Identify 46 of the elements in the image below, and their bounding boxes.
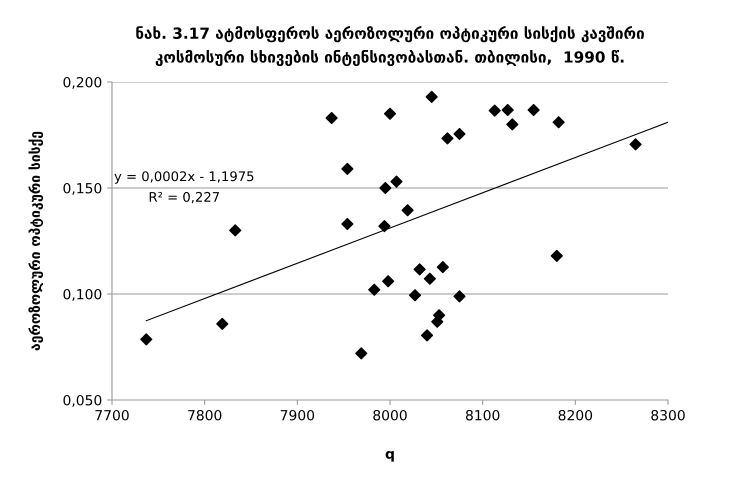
x-tick-label: 7900 <box>280 410 314 420</box>
y-tick-label: 0,150 <box>63 182 102 195</box>
point <box>384 108 396 120</box>
y-axis-title: აეროზოლური ოპტიკური სისქე <box>28 132 44 350</box>
x-tick-label: 8100 <box>466 410 500 420</box>
point <box>488 104 501 117</box>
x-tick-label: 8200 <box>558 410 592 420</box>
point <box>420 329 434 342</box>
point <box>426 90 438 103</box>
point <box>390 176 403 188</box>
point <box>341 218 354 230</box>
point <box>326 112 338 124</box>
point <box>382 275 394 288</box>
x-tick-label: 8000 <box>373 410 407 420</box>
point <box>506 118 518 130</box>
point <box>378 220 391 232</box>
point <box>453 290 466 302</box>
point <box>368 284 380 296</box>
annotation: R² = 0,227 <box>150 192 219 204</box>
y-tick-label: 0,200 <box>63 76 102 89</box>
point <box>229 224 242 236</box>
point <box>441 132 454 144</box>
point <box>629 138 642 150</box>
y-tick-label: 0,050 <box>63 394 102 407</box>
point <box>550 250 563 262</box>
point <box>552 116 565 128</box>
point <box>216 318 228 330</box>
point <box>424 272 436 285</box>
x-axis-title: q <box>386 450 394 462</box>
y-tick-label: 0,100 <box>63 288 102 301</box>
chart-title: ნახ. 3.17 ატმოსფეროს აეროზოლური ოპტიკური სისქის კავშირი კოსმოსური სხივების ინტენსივობასთან. თბილისი, 1990 წ. <box>136 26 644 66</box>
annotation: y = 0,0002x - 1,1975 <box>114 171 254 184</box>
x-tick-label: 7700 <box>95 410 129 420</box>
point <box>402 204 414 216</box>
x-tick-label: 8300 <box>651 410 685 420</box>
x-tick-label: 7800 <box>188 410 222 420</box>
point <box>140 333 152 346</box>
point <box>355 347 368 360</box>
point <box>408 289 422 302</box>
point <box>436 261 449 274</box>
point <box>528 104 540 116</box>
point <box>341 162 354 175</box>
point <box>453 128 466 140</box>
point <box>502 104 514 116</box>
point <box>379 182 392 194</box>
point <box>414 263 426 276</box>
